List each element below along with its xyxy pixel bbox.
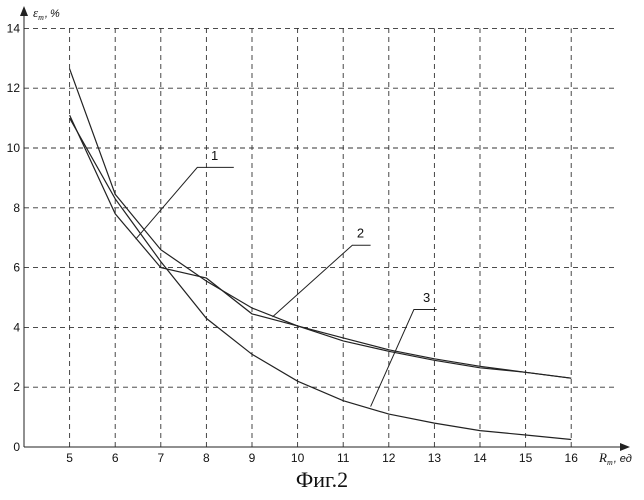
x-tick-label: 13	[428, 451, 442, 465]
y-tick-label: 14	[7, 21, 21, 35]
y-tick-label: 10	[7, 141, 21, 155]
x-axis-arrow-icon	[620, 443, 630, 451]
x-axis-label: Rт,ед	[598, 450, 632, 465]
x-tick-label: 16	[565, 451, 579, 465]
curve-label-2: 2	[357, 226, 364, 241]
y-axis-label: εт,%	[33, 5, 60, 22]
x-tick-label: 8	[203, 451, 210, 465]
x-tick-label: 9	[249, 451, 256, 465]
leader-line-3	[371, 310, 437, 407]
x-tick-label: 5	[66, 451, 73, 465]
y-tick-label: 12	[7, 81, 21, 95]
x-tick-label: 12	[382, 451, 396, 465]
x-tick-label: 10	[291, 451, 305, 465]
y-tick-label: 2	[13, 380, 20, 394]
curve-labels: 1 2 3	[136, 148, 437, 407]
curve-label-1: 1	[211, 148, 218, 163]
curve-label-3: 3	[423, 290, 430, 305]
y-tick-label: 8	[13, 201, 20, 215]
curves	[70, 69, 572, 440]
curve-1	[70, 115, 572, 378]
leader-line-2	[273, 245, 371, 317]
y-axis-arrow-icon	[20, 6, 28, 16]
y-tick-label: 0	[13, 440, 20, 454]
chart: 567891011121314151602468101214 123 εт,% …	[0, 0, 644, 465]
y-tick-label: 6	[13, 261, 20, 275]
x-tick-label: 6	[112, 451, 119, 465]
grid	[24, 28, 617, 447]
leader-line-1	[136, 167, 234, 239]
x-tick-label: 11	[337, 451, 350, 465]
x-tick-label: 14	[473, 451, 487, 465]
curve-2	[70, 69, 572, 378]
y-tick-label: 4	[13, 320, 20, 334]
axes	[20, 6, 630, 451]
x-tick-label: 7	[157, 451, 164, 465]
figure-caption: Фиг.2	[0, 467, 644, 493]
curve-3	[70, 118, 572, 439]
x-tick-label: 15	[519, 451, 533, 465]
